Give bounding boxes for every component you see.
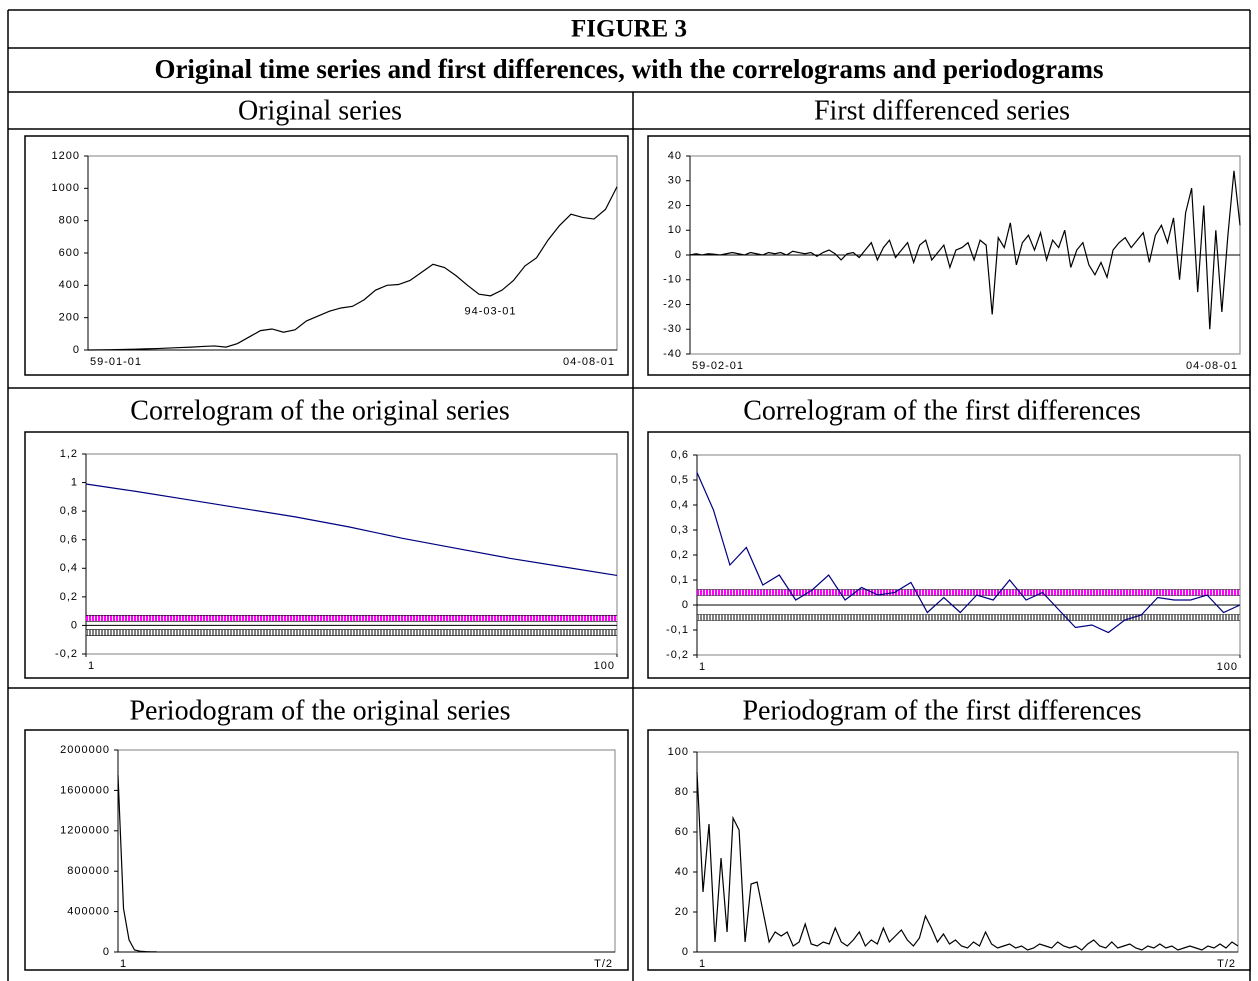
y-tick-label: -10 (663, 274, 682, 286)
x-tick-label: 04-08-01 (563, 356, 615, 368)
y-tick-label: 0,6 (671, 449, 689, 461)
y-tick-label: 80 (675, 786, 689, 798)
chart-frame (24, 431, 629, 679)
y-tick-label: -0,2 (55, 648, 78, 660)
y-tick-label: 600 (59, 247, 80, 259)
chart-title: Periodogram of the first differences (742, 695, 1141, 726)
y-tick-label: 0 (675, 249, 682, 261)
y-tick-label: 1200 (52, 150, 80, 162)
y-tick-label: 60 (675, 826, 689, 838)
data-line (117, 775, 157, 953)
data-line (696, 472, 1241, 634)
x-tick-label: T/2 (594, 958, 613, 970)
data-line (689, 170, 1241, 330)
chart-frame (647, 729, 1251, 971)
data-line (87, 186, 618, 351)
point-annotation: 94-03-01 (464, 306, 516, 318)
x-tick-label: 1 (88, 660, 95, 672)
y-tick-label: 0,5 (671, 474, 689, 486)
x-tick-label: 1 (699, 661, 706, 673)
x-tick-label: 100 (594, 660, 615, 672)
figure-subtitle: Original time series and first differenc… (154, 54, 1103, 84)
y-tick-label: 0 (682, 946, 689, 958)
chart-frame (647, 431, 1251, 679)
y-tick-label: 1200000 (60, 825, 110, 837)
y-tick-label: -40 (663, 348, 682, 360)
y-tick-label: 40 (675, 866, 689, 878)
y-tick-label: 100 (668, 746, 689, 758)
chart-title: First differenced series (814, 95, 1070, 126)
chart-frame (24, 729, 629, 971)
y-tick-label: 0,6 (60, 534, 78, 546)
y-tick-label: -0,1 (666, 624, 689, 636)
y-tick-label: 1 (71, 476, 78, 488)
y-tick-label: 0 (73, 344, 80, 356)
y-tick-label: -30 (663, 323, 682, 335)
x-tick-label: T/2 (1217, 958, 1236, 970)
y-tick-label: 30 (668, 175, 682, 187)
x-tick-label: 04-08-01 (1186, 360, 1238, 372)
y-tick-label: 400 (59, 279, 80, 291)
y-tick-label: 1600000 (60, 784, 110, 796)
y-tick-label: 0,2 (671, 549, 689, 561)
y-tick-label: 2000000 (60, 744, 110, 756)
figure-title: FIGURE 3 (571, 16, 687, 43)
y-tick-label: 20 (668, 199, 682, 211)
y-tick-label: -20 (663, 298, 682, 310)
chart-title: Periodogram of the original series (129, 695, 510, 726)
y-tick-label: 0,4 (671, 499, 689, 511)
y-tick-label: 0,8 (60, 505, 78, 517)
y-tick-label: 0 (103, 946, 110, 958)
x-tick-label: 59-01-01 (90, 356, 142, 368)
y-tick-label: 40 (668, 150, 682, 162)
y-tick-label: 0,4 (60, 562, 78, 574)
y-tick-label: 800 (59, 215, 80, 227)
chart-title: Correlogram of the original series (130, 395, 509, 426)
y-tick-label: 1,2 (60, 448, 78, 460)
y-tick-label: 0,2 (60, 591, 78, 603)
data-line (85, 483, 618, 577)
y-tick-label: 20 (675, 906, 689, 918)
y-tick-label: 10 (668, 224, 682, 236)
y-tick-label: 1000 (52, 182, 80, 194)
chart-title: Correlogram of the first differences (743, 395, 1141, 426)
x-tick-label: 1 (699, 958, 706, 970)
x-tick-label: 1 (120, 958, 127, 970)
y-tick-label: 0 (71, 619, 78, 631)
data-line (696, 771, 1239, 951)
y-tick-label: -0,2 (666, 649, 689, 661)
y-tick-label: 800000 (67, 865, 110, 877)
y-tick-label: 0 (682, 599, 689, 611)
chart-frame (24, 135, 629, 376)
y-tick-label: 0,3 (671, 524, 689, 536)
y-tick-label: 400000 (67, 906, 110, 918)
y-tick-label: 0,1 (671, 574, 689, 586)
y-tick-label: 200 (59, 312, 80, 324)
chart-title: Original series (238, 95, 402, 126)
x-tick-label: 100 (1217, 661, 1238, 673)
x-tick-label: 59-02-01 (692, 360, 744, 372)
